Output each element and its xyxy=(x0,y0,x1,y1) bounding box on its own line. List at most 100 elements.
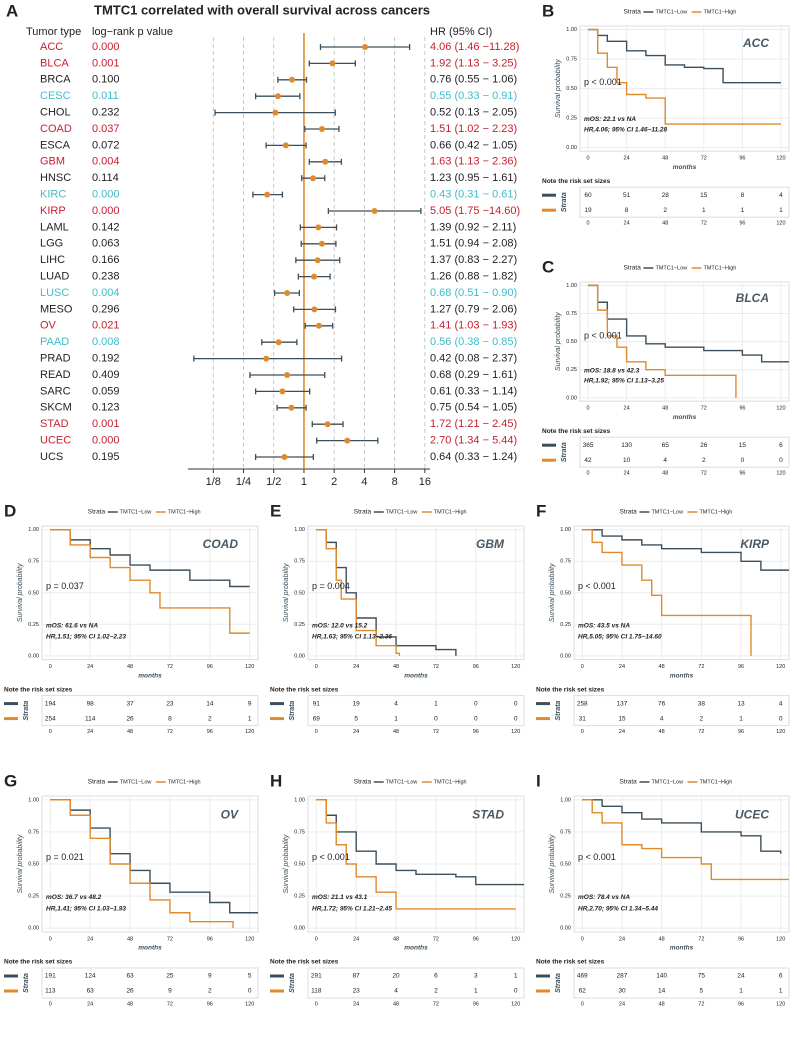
tumor-type: SARC xyxy=(40,385,71,397)
risk-x-tick-label: 120 xyxy=(245,729,254,735)
risk-label: Strata xyxy=(289,701,296,721)
legend-label: TMTC1−Low xyxy=(386,509,418,515)
hr-label: 0.56 (0.38 − 0.85) xyxy=(430,336,517,348)
hr-point xyxy=(344,437,351,444)
p-value: 0.142 xyxy=(92,221,120,233)
y-tick-label: 0.75 xyxy=(560,559,571,565)
x-axis-label: months xyxy=(404,945,428,952)
risk-count: 0 xyxy=(474,700,478,707)
tumor-type: PRAD xyxy=(40,353,71,365)
risk-count: 287 xyxy=(617,973,628,980)
survival-curve xyxy=(50,529,250,588)
x-axis-label: months xyxy=(673,414,697,421)
hr-point xyxy=(282,142,289,149)
hr-point xyxy=(309,175,316,182)
risk-count: 10 xyxy=(623,457,631,464)
hr-label: 1.26 (0.88 − 1.82) xyxy=(430,271,517,283)
risk-count: 1 xyxy=(474,988,478,995)
risk-count: 3 xyxy=(474,973,478,980)
p-text: p < 0.001 xyxy=(584,330,622,340)
y-tick-label: 1.00 xyxy=(560,797,571,803)
tumor-type: BLCA xyxy=(40,57,69,69)
y-tick-label: 0.00 xyxy=(28,653,39,659)
risk-count: 6 xyxy=(779,973,783,980)
y-tick-label: 0.25 xyxy=(560,894,571,900)
survival-curve xyxy=(582,799,789,881)
tumor-type: LUAD xyxy=(40,271,69,283)
y-tick-label: 0.50 xyxy=(294,861,305,867)
hr-point xyxy=(279,388,286,395)
risk-count: 60 xyxy=(584,192,592,199)
km-title: BLCA xyxy=(736,291,769,305)
km-title: OV xyxy=(221,807,239,821)
risk-count: 1 xyxy=(702,207,706,214)
y-tick-label: 0.25 xyxy=(294,894,305,900)
risk-count: 26 xyxy=(126,715,134,722)
risk-label: Strata xyxy=(561,442,568,462)
tumor-type: GBM xyxy=(40,156,65,168)
hr-label: 0.61 (0.33 − 1.14) xyxy=(430,385,517,397)
risk-area xyxy=(307,695,525,727)
risk-title: Note the risk set sizes xyxy=(4,959,73,966)
risk-count: 26 xyxy=(126,988,134,995)
risk-x-tick-label: 120 xyxy=(776,221,785,227)
hr-label: 1.23 (0.95 − 1.61) xyxy=(430,172,517,184)
tumor-type: STAD xyxy=(40,418,69,430)
risk-title: Note the risk set sizes xyxy=(536,959,605,966)
km-title: ACC xyxy=(742,36,769,50)
risk-count: 91 xyxy=(313,700,321,707)
p-value: 0.011 xyxy=(92,90,119,102)
y-axis-label: Survival probability xyxy=(555,59,562,118)
risk-count: 0 xyxy=(779,457,783,464)
p-value: 0.296 xyxy=(92,303,120,315)
legend-label: TMTC1−Low xyxy=(120,509,152,515)
hr-label: 4.06 (1.46 −11.28) xyxy=(430,41,519,53)
mos-text: mOS: 22.1 vs NA xyxy=(584,116,636,123)
x-tick-label: 48 xyxy=(662,406,668,412)
risk-count: 5 xyxy=(248,973,252,980)
risk-x-tick-label: 72 xyxy=(698,729,704,735)
risk-count: 9 xyxy=(168,988,172,995)
p-value: 0.059 xyxy=(92,385,120,397)
y-axis-label: Survival probability xyxy=(555,312,562,371)
hr-label: 0.55 (0.33 − 0.91) xyxy=(430,90,517,102)
mos-text: mOS: 36.7 vs 48.2 xyxy=(46,894,102,901)
y-tick-label: 0.00 xyxy=(294,926,305,932)
legend-title: Strata xyxy=(354,509,372,516)
hr-text: HR,1.92; 95% CI 1.13−3.25 xyxy=(584,378,664,385)
x-tick-label: 48 xyxy=(127,936,133,942)
x-axis-label: months xyxy=(138,945,162,952)
risk-x-tick-label: 0 xyxy=(49,729,52,735)
risk-x-tick-label: 0 xyxy=(315,729,318,735)
x-tick-label: 1/8 xyxy=(206,476,221,488)
hr-point xyxy=(329,60,336,67)
survival-curve xyxy=(588,28,781,125)
risk-x-tick-label: 96 xyxy=(207,1001,213,1007)
tumor-type: LIHC xyxy=(40,254,65,266)
x-tick-label: 0 xyxy=(49,936,52,942)
survival-curve xyxy=(316,529,401,656)
hr-label: 1.51 (0.94 − 2.08) xyxy=(430,238,517,250)
risk-x-tick-label: 48 xyxy=(393,1001,399,1007)
y-tick-label: 1.00 xyxy=(566,283,577,289)
risk-x-tick-label: 24 xyxy=(624,221,630,227)
mos-text: mOS: 12.0 vs 15.2 xyxy=(312,622,368,629)
risk-count: 4 xyxy=(394,700,398,707)
risk-x-tick-label: 72 xyxy=(433,1001,439,1007)
legend-title: Strata xyxy=(354,779,372,786)
risk-label: Strata xyxy=(555,973,562,993)
risk-count: 0 xyxy=(779,715,783,722)
x-tick-label: 72 xyxy=(433,936,439,942)
y-tick-label: 0.00 xyxy=(28,926,39,932)
risk-count: 1 xyxy=(741,207,745,214)
legend-label: TMTC1−Low xyxy=(651,509,683,515)
panel-letter: I xyxy=(536,771,541,790)
risk-area xyxy=(573,967,790,999)
risk-count: 5 xyxy=(700,988,704,995)
legend-label: TMTC1−High xyxy=(168,779,201,785)
panel-letter: F xyxy=(536,501,546,520)
p-value: 0.063 xyxy=(92,238,120,250)
hr-label: 1.63 (1.13 − 2.36) xyxy=(430,156,517,168)
legend-label: TMTC1−Low xyxy=(655,9,687,15)
hr-point xyxy=(275,339,282,346)
